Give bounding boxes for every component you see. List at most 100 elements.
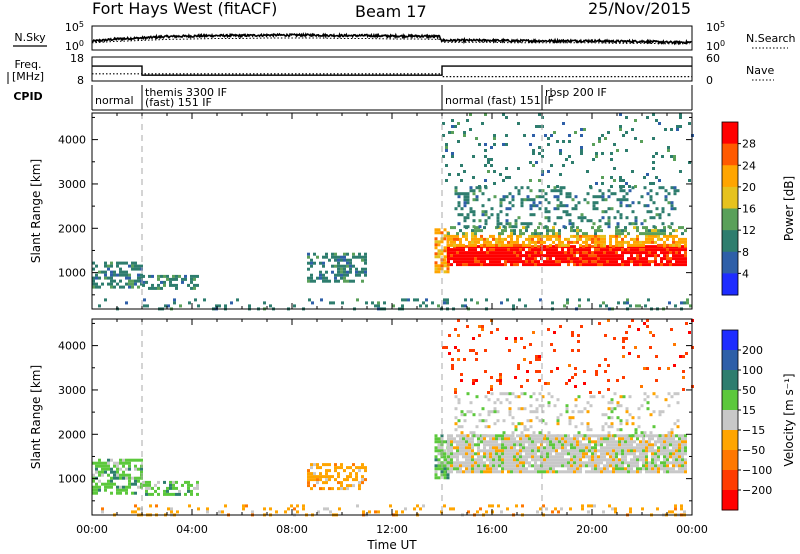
data-cell	[507, 467, 510, 471]
data-cell	[499, 373, 502, 376]
data-cell	[526, 225, 530, 229]
data-cell	[598, 364, 601, 367]
data-cell	[485, 510, 488, 514]
data-cell	[498, 437, 501, 441]
data-cell	[475, 379, 478, 382]
data-cell	[672, 257, 675, 261]
data-cell	[355, 255, 358, 259]
data-cell	[669, 251, 672, 255]
data-cell	[472, 213, 476, 217]
data-cell	[670, 201, 674, 205]
data-cell	[570, 254, 573, 258]
data-cell	[601, 134, 604, 137]
data-cell	[579, 237, 582, 241]
data-cell	[346, 252, 349, 256]
data-cell	[493, 401, 497, 405]
data-cell	[116, 491, 119, 495]
data-cell	[636, 446, 639, 450]
data-cell	[119, 473, 122, 477]
data-cell	[442, 346, 445, 349]
data-cell	[501, 263, 504, 267]
data-cell	[442, 122, 445, 125]
data-cell	[666, 443, 669, 447]
data-cell	[492, 234, 495, 238]
data-cell	[485, 298, 488, 302]
data-cell	[484, 213, 488, 217]
data-cell	[361, 475, 364, 479]
data-cell	[172, 283, 175, 287]
data-cell	[472, 413, 476, 417]
data-cell	[131, 267, 134, 271]
data-cell	[616, 416, 620, 420]
data-cell	[507, 470, 510, 474]
data-cell	[472, 225, 476, 229]
data-cell	[146, 304, 149, 308]
data-cell	[193, 277, 196, 281]
y-tick-label: 4000	[58, 340, 86, 353]
data-cell	[453, 464, 456, 468]
data-cell	[495, 251, 498, 255]
data-cell	[606, 458, 609, 462]
data-cell	[538, 419, 542, 423]
data-cell	[603, 452, 606, 456]
data-cell	[681, 226, 684, 230]
data-cell	[466, 201, 470, 205]
data-cell	[551, 510, 554, 514]
data-cell	[528, 461, 531, 465]
data-cell	[672, 470, 675, 474]
data-cell	[474, 254, 477, 258]
data-cell	[544, 134, 547, 137]
data-cell	[549, 251, 552, 255]
data-cell	[526, 222, 530, 226]
data-cell	[625, 434, 629, 438]
data-cell	[319, 472, 322, 476]
data-cell	[586, 425, 590, 429]
data-cell	[523, 392, 527, 396]
data-cell	[628, 413, 632, 417]
data-cell	[496, 379, 499, 382]
data-cell	[434, 231, 438, 235]
data-cell	[673, 158, 676, 161]
data-cell	[511, 431, 515, 435]
data-cell	[361, 267, 364, 271]
data-cell	[480, 237, 483, 241]
data-cell	[498, 234, 501, 238]
data-cell	[450, 263, 453, 267]
data-cell	[343, 258, 346, 262]
data-cell	[170, 510, 173, 514]
data-cell	[507, 443, 510, 447]
data-cell	[514, 225, 518, 229]
data-cell	[661, 222, 665, 226]
data-cell	[597, 240, 600, 244]
data-cell	[340, 463, 343, 467]
data-cell	[681, 437, 684, 441]
scatter-region	[442, 319, 694, 394]
data-cell	[499, 210, 503, 214]
data-cell	[591, 245, 594, 249]
data-cell	[591, 251, 594, 255]
data-cell	[672, 229, 675, 233]
data-cell	[463, 358, 466, 361]
data-cell	[459, 257, 462, 261]
data-cell	[477, 470, 480, 474]
data-cell	[328, 258, 331, 262]
data-cell	[658, 186, 662, 190]
data-cell	[355, 273, 358, 277]
data-cell	[609, 260, 612, 264]
data-cell	[104, 470, 107, 474]
data-cell	[597, 437, 600, 441]
data-cell	[489, 455, 492, 459]
data-cell	[624, 461, 627, 465]
data-cell	[651, 452, 654, 456]
data-cell	[654, 234, 657, 238]
data-cell	[490, 213, 494, 217]
data-cell	[649, 198, 653, 202]
data-cell	[543, 449, 546, 453]
data-cell	[154, 483, 157, 487]
data-cell	[110, 285, 113, 289]
data-cell	[667, 404, 671, 408]
data-cell	[600, 434, 603, 438]
data-cell	[648, 446, 651, 450]
data-cell	[625, 198, 629, 202]
data-cell	[645, 232, 648, 236]
